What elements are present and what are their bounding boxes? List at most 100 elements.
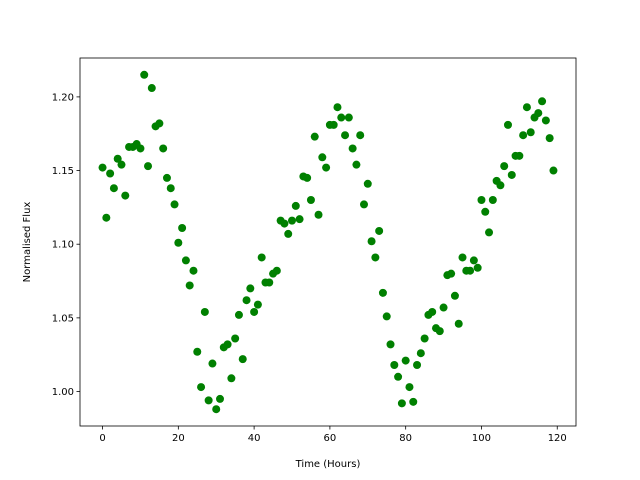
point: [234, 310, 243, 319]
point: [519, 131, 528, 140]
x-tick-label: 20: [172, 433, 185, 444]
point: [409, 397, 418, 406]
point: [265, 278, 274, 287]
point: [450, 291, 459, 300]
point: [371, 253, 380, 262]
point: [113, 154, 122, 163]
point: [454, 319, 463, 328]
point: [144, 162, 153, 171]
x-tick-label: 80: [399, 433, 412, 444]
point: [181, 256, 190, 265]
point: [98, 163, 107, 172]
point: [288, 216, 297, 225]
y-tick-label: 1.10: [52, 240, 74, 251]
point: [102, 213, 111, 222]
y-tick-label: 1.15: [52, 166, 74, 177]
point: [155, 119, 164, 128]
point: [390, 361, 399, 370]
point: [197, 383, 206, 392]
point: [193, 347, 202, 356]
point: [204, 396, 213, 405]
point: [200, 307, 209, 316]
point: [473, 263, 482, 272]
point: [117, 160, 126, 169]
point: [344, 113, 353, 122]
point: [367, 237, 376, 246]
point: [250, 307, 259, 316]
point: [378, 288, 387, 297]
point: [469, 256, 478, 265]
point: [397, 399, 406, 408]
point: [295, 215, 304, 224]
point: [329, 120, 338, 129]
point: [121, 191, 130, 200]
point: [549, 166, 558, 175]
point: [485, 228, 494, 237]
point: [394, 372, 403, 381]
point: [526, 128, 535, 137]
y-tick-label: 1.20: [52, 92, 74, 103]
point: [447, 269, 456, 278]
point: [318, 153, 327, 162]
point: [352, 160, 361, 169]
point: [401, 356, 410, 365]
point: [375, 226, 384, 235]
point: [333, 103, 342, 112]
point: [162, 173, 171, 182]
point: [310, 132, 319, 141]
x-tick-label: 40: [248, 433, 261, 444]
point: [466, 266, 475, 275]
x-tick-label: 120: [548, 433, 567, 444]
point: [458, 253, 467, 262]
plot-frame: [79, 57, 577, 427]
point: [208, 359, 217, 368]
point: [356, 131, 365, 140]
point: [359, 200, 368, 209]
point: [280, 219, 289, 228]
point: [170, 200, 179, 209]
point: [348, 144, 357, 153]
point: [477, 196, 486, 205]
point: [109, 184, 118, 193]
point: [534, 109, 543, 118]
point: [386, 340, 395, 349]
point: [253, 300, 262, 309]
point: [303, 173, 312, 182]
point: [420, 334, 429, 343]
point: [272, 266, 281, 275]
point: [306, 196, 315, 205]
point: [481, 207, 490, 216]
point: [428, 307, 437, 316]
point: [185, 281, 194, 290]
x-axis-label: Time (Hours): [295, 459, 361, 470]
point: [140, 70, 149, 79]
point: [227, 374, 236, 383]
point: [341, 131, 350, 140]
x-tick-label: 60: [324, 433, 337, 444]
point: [223, 340, 232, 349]
point: [405, 383, 414, 392]
x-tick-label: 0: [99, 433, 105, 444]
point: [106, 169, 115, 178]
point: [284, 229, 293, 238]
point: [507, 170, 516, 179]
point: [435, 327, 444, 336]
point: [216, 394, 225, 403]
point: [231, 334, 240, 343]
point: [136, 144, 145, 153]
point: [178, 224, 187, 233]
point: [382, 312, 391, 321]
point: [439, 303, 448, 312]
point: [242, 296, 251, 305]
point: [416, 349, 425, 358]
point: [246, 284, 255, 293]
point: [337, 113, 346, 122]
point: [212, 405, 221, 414]
point: [257, 253, 266, 262]
x-tick-label: 100: [472, 433, 491, 444]
point: [545, 134, 554, 143]
point: [166, 184, 175, 193]
point: [500, 162, 509, 171]
